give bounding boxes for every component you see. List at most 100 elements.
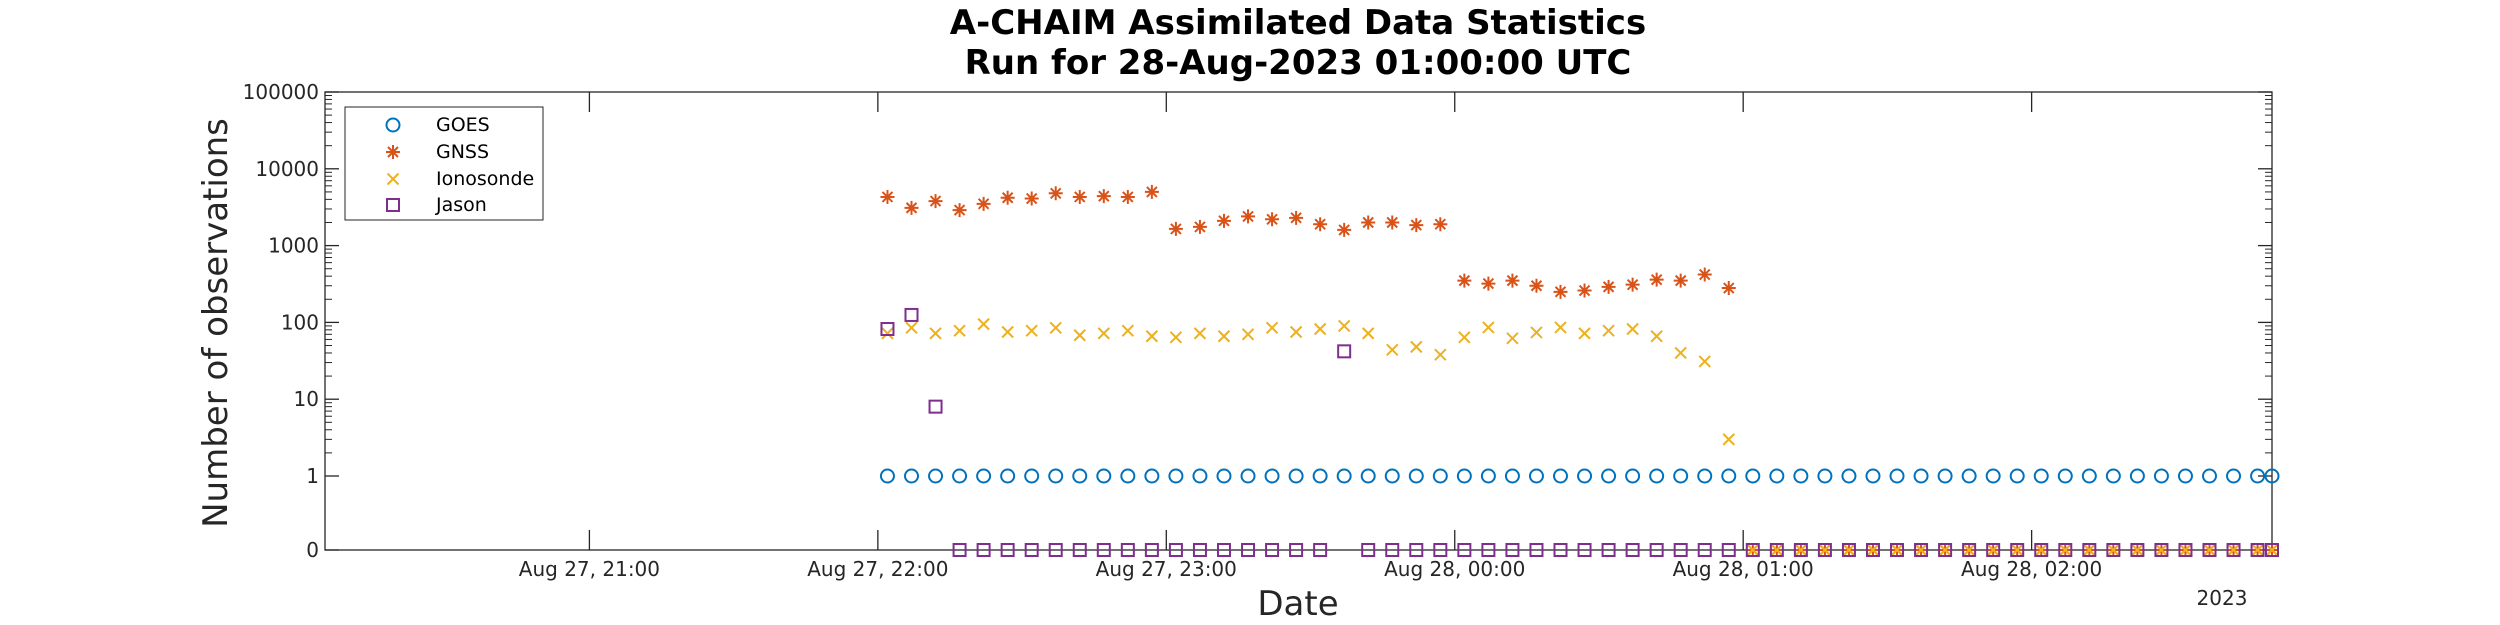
ionosonde-point <box>2155 543 2168 557</box>
x-axis-label: Date <box>1257 584 1338 624</box>
jason-point <box>2130 543 2145 557</box>
goes-point <box>1336 468 1352 484</box>
jason-point <box>2250 543 2265 557</box>
y-tick-label: 10000 <box>255 157 319 181</box>
gnss-point <box>952 203 967 218</box>
goes-point <box>904 468 920 484</box>
y-tick-label: 100 <box>281 310 319 334</box>
gnss-point <box>1120 189 1135 204</box>
ionosonde-point <box>2083 543 2096 557</box>
goes-point <box>1408 468 1424 484</box>
goes-point <box>2153 468 2169 484</box>
gnss-point <box>1529 278 1544 293</box>
goes-point <box>1192 468 1208 484</box>
goes-point <box>1697 468 1713 484</box>
ionosonde-point <box>1073 329 1086 342</box>
ionosonde-point <box>1193 327 1207 340</box>
ionosonde-point <box>1049 321 1062 335</box>
ionosonde-point <box>1313 322 1327 336</box>
legend-label-jason: Jason <box>435 194 487 216</box>
series-jason <box>880 307 2279 557</box>
jason-point <box>1769 543 1784 557</box>
jason-point <box>1529 543 1544 557</box>
ionosonde-point <box>1025 324 1038 337</box>
ionosonde-point <box>1986 543 2000 557</box>
jason-point <box>1793 543 1808 557</box>
ionosonde-point <box>1578 327 1591 340</box>
ionosonde-point <box>1217 330 1231 343</box>
goes-point <box>952 468 968 484</box>
chart-subtitle: Run for 28-Aug-2023 01:00:00 UTC <box>965 43 1632 83</box>
ionosonde-point <box>2227 543 2240 557</box>
goes-point <box>1625 468 1641 484</box>
gnss-point <box>1313 217 1328 232</box>
ionosonde-point <box>1386 343 1399 356</box>
series-goes <box>879 468 2280 484</box>
jason-point <box>1481 543 1496 557</box>
jason-point <box>1241 543 1256 557</box>
legend-marker-ionosonde <box>386 172 400 186</box>
ionosonde-point <box>881 327 894 340</box>
legend-box <box>344 106 544 221</box>
ionosonde-point <box>1650 330 1663 343</box>
y-tick-label: 10 <box>294 387 319 411</box>
ionosonde-point <box>1458 331 1471 344</box>
ionosonde-point <box>1410 340 1423 354</box>
ionosonde-point <box>1626 322 1639 336</box>
goes-point <box>1504 468 1520 484</box>
ionosonde-point <box>1746 543 1760 557</box>
gnss-point <box>1649 272 1664 287</box>
jason-point <box>1745 543 1760 557</box>
jason-point <box>2154 543 2169 557</box>
jason-point <box>2034 543 2049 557</box>
jason-point <box>1289 543 1304 557</box>
jason-point <box>1192 543 1207 557</box>
goes-point <box>1072 468 1088 484</box>
goes-point <box>1024 468 1040 484</box>
chart-title: A-CHAIM Assimilated Data Statistics <box>950 3 1646 43</box>
jason-point <box>1144 543 1159 557</box>
goes-point <box>1601 468 1617 484</box>
goes-point <box>1264 468 1280 484</box>
goes-point <box>1985 468 2001 484</box>
ionosonde-point <box>1169 331 1183 344</box>
ionosonde-point <box>977 317 990 331</box>
jason-point <box>1120 543 1135 557</box>
y-axis-label: Number of observations <box>196 118 236 528</box>
ionosonde-point <box>2203 543 2216 557</box>
goes-point <box>1120 468 1136 484</box>
jason-point <box>1649 543 1664 557</box>
gnss-point <box>1337 222 1352 237</box>
goes-point <box>1577 468 1593 484</box>
ionosonde-point <box>1890 543 1904 557</box>
gnss-point <box>1673 273 1688 288</box>
ionosonde-point <box>1362 327 1375 340</box>
goes-point <box>2129 468 2145 484</box>
gnss-point <box>1241 209 1256 224</box>
gnss-point <box>1625 277 1640 292</box>
x-axis-ticks: Aug 27, 21:00 Aug 27, 22:00 Aug 27, 23:00 A… <box>519 92 2102 581</box>
jason-point <box>1457 543 1472 557</box>
gnss-point <box>1024 191 1039 206</box>
ionosonde-point <box>2035 543 2048 557</box>
gnss-point <box>1577 283 1592 298</box>
jason-point <box>2082 543 2097 557</box>
goes-point <box>1528 468 1544 484</box>
jason-point <box>2106 543 2121 557</box>
goes-point <box>2033 468 2049 484</box>
jason-point <box>1168 543 1183 557</box>
goes-point <box>1168 468 1184 484</box>
goes-point <box>1745 468 1761 484</box>
gnss-point <box>1385 215 1400 230</box>
legend-markers <box>385 117 401 212</box>
gnss-point <box>1192 219 1207 234</box>
ionosonde-point <box>1818 543 1832 557</box>
y-tick-label: 0 <box>306 538 319 562</box>
gnss-point <box>1265 212 1280 227</box>
ionosonde-point <box>1506 332 1519 345</box>
ionosonde-point <box>1097 327 1111 340</box>
jason-point <box>1914 543 1929 557</box>
goes-point <box>1144 468 1160 484</box>
jason-point <box>1938 543 1953 557</box>
gnss-point <box>1000 190 1015 205</box>
